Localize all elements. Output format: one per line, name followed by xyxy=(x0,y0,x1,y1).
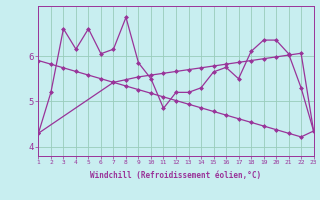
X-axis label: Windchill (Refroidissement éolien,°C): Windchill (Refroidissement éolien,°C) xyxy=(91,171,261,180)
